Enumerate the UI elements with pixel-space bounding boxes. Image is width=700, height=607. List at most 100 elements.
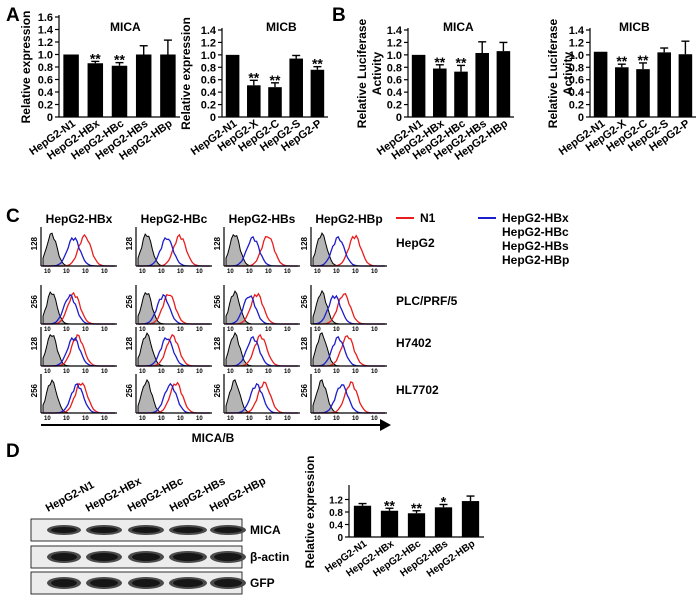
flow-ymax-label: 256 [213, 383, 222, 397]
significance-mark: ** [248, 69, 259, 85]
blot-band-core [90, 579, 118, 587]
blot-band-core [90, 553, 118, 561]
blot-band-core [51, 527, 77, 533]
legend-blue-label: HepG2-HBx [502, 211, 569, 225]
flow-x-tick: 10 [63, 369, 70, 375]
blot-band-core [214, 527, 242, 533]
y-tick-label: 0 [578, 112, 584, 124]
flow-x-tick: 10 [284, 269, 291, 275]
flow-x-tick: 10 [101, 269, 108, 275]
y-tick-label: 1.0 [387, 50, 402, 62]
bar [615, 67, 629, 117]
flow-x-tick: 10 [265, 416, 272, 422]
y-tick-label: 1.4 [569, 25, 585, 37]
y-tick-label: 0.4 [569, 87, 585, 99]
flow-x-tick: 10 [82, 416, 89, 422]
y-tick-label: 0 [210, 112, 216, 124]
isotype-histogram [225, 379, 298, 414]
flow-x-tick: 10 [352, 327, 359, 333]
bar [433, 68, 447, 117]
flow-x-tick: 10 [265, 269, 272, 275]
legend-blue-label: HepG2-HBc [502, 225, 569, 239]
bar [636, 69, 650, 117]
flow-histogram: 256 10 10 10 10 [125, 285, 212, 333]
flow-x-tick: 10 [44, 327, 51, 333]
legend-blue-label: HepG2-HBs [502, 239, 569, 253]
y-tick-label: 1.2 [201, 37, 216, 49]
flow-x-axis-label: MICA/B [192, 431, 235, 445]
significance-mark: ** [638, 52, 649, 68]
flow-ymax-label: 256 [125, 383, 134, 397]
y-tick-label: 0.8 [387, 62, 402, 74]
significance-mark: ** [384, 497, 395, 513]
flow-ymax-label: 128 [30, 336, 39, 350]
chart-title: MICA [443, 20, 474, 34]
y-tick-label: 0.6 [569, 75, 584, 87]
flow-x-tick: 10 [44, 369, 51, 375]
bar [135, 54, 152, 117]
y-tick-label: 1.0 [569, 50, 584, 62]
flow-x-tick: 10 [196, 369, 203, 375]
flow-ymax-label: 256 [300, 383, 309, 397]
flow-x-tick: 10 [177, 416, 184, 422]
y-tick-label: 0.8 [329, 508, 343, 519]
flow-x-tick: 10 [227, 416, 234, 422]
isotype-histogram [225, 290, 298, 325]
bar [289, 58, 303, 117]
bar [434, 507, 453, 537]
blot-band-core [214, 579, 242, 587]
flow-x-tick: 10 [284, 369, 291, 375]
flow-histogram: 256 10 10 10 10 [300, 285, 387, 333]
bar [411, 54, 426, 117]
flow-histogram: 128 10 10 10 10 [125, 327, 212, 375]
blot-band-core [132, 527, 160, 533]
flow-histogram: 256 10 10 10 10 [300, 374, 387, 422]
flow-x-tick: 10 [63, 269, 70, 275]
flow-x-tick: 10 [177, 327, 184, 333]
flow-ymax-label: 128 [300, 336, 309, 350]
flow-x-tick: 10 [227, 369, 234, 375]
flow-x-tick: 10 [82, 269, 89, 275]
flow-x-tick: 10 [284, 416, 291, 422]
flow-x-tick: 10 [246, 269, 253, 275]
flow-histogram: 128 10 10 10 10 [213, 327, 300, 375]
flow-x-tick: 10 [177, 269, 184, 275]
flow-ymax-label: 128 [125, 236, 134, 250]
blot-strip [30, 518, 246, 542]
flow-row-label: HL7702 [396, 383, 439, 397]
y-tick-label: 0.4 [201, 87, 217, 99]
y-axis-label: Relative expression [19, 11, 33, 124]
y-tick-label: 0.2 [387, 100, 402, 112]
flow-x-tick: 10 [371, 416, 378, 422]
flow-x-tick: 10 [371, 369, 378, 375]
y-tick-label: 0.8 [569, 62, 584, 74]
significance-mark: ** [114, 52, 125, 68]
flow-ymax-label: 128 [300, 236, 309, 250]
flow-row-label: H7402 [396, 336, 432, 350]
blot-band-core [132, 553, 160, 561]
panel-label-c: C [6, 206, 20, 227]
bar [407, 513, 426, 537]
significance-mark: ** [312, 56, 323, 72]
significance-mark: * [441, 494, 447, 510]
flow-row-label: PLC/PRF/5 [396, 294, 458, 308]
flow-x-tick: 10 [82, 369, 89, 375]
flow-histogram: 128 10 10 10 10 [30, 227, 117, 275]
y-tick-label: 0.8 [38, 62, 53, 74]
y-tick-label: 0.8 [201, 62, 216, 74]
bar [454, 71, 468, 117]
flow-x-tick: 10 [333, 369, 340, 375]
flow-x-tick: 10 [352, 269, 359, 275]
flow-x-tick: 10 [139, 327, 146, 333]
chart-d-expr: Relative expression 00.40.81.2HepG2-N1**H… [303, 456, 484, 580]
flow-ymax-label: 128 [30, 236, 39, 250]
y-tick-label: 0 [337, 533, 343, 544]
flow-column-title: HepG2-HBs [229, 212, 296, 226]
flow-x-tick: 10 [196, 269, 203, 275]
flow-x-tick: 10 [158, 416, 165, 422]
isotype-histogram [312, 232, 385, 267]
flow-x-tick: 10 [63, 327, 70, 333]
bar [678, 54, 693, 117]
flow-x-tick: 10 [333, 416, 340, 422]
